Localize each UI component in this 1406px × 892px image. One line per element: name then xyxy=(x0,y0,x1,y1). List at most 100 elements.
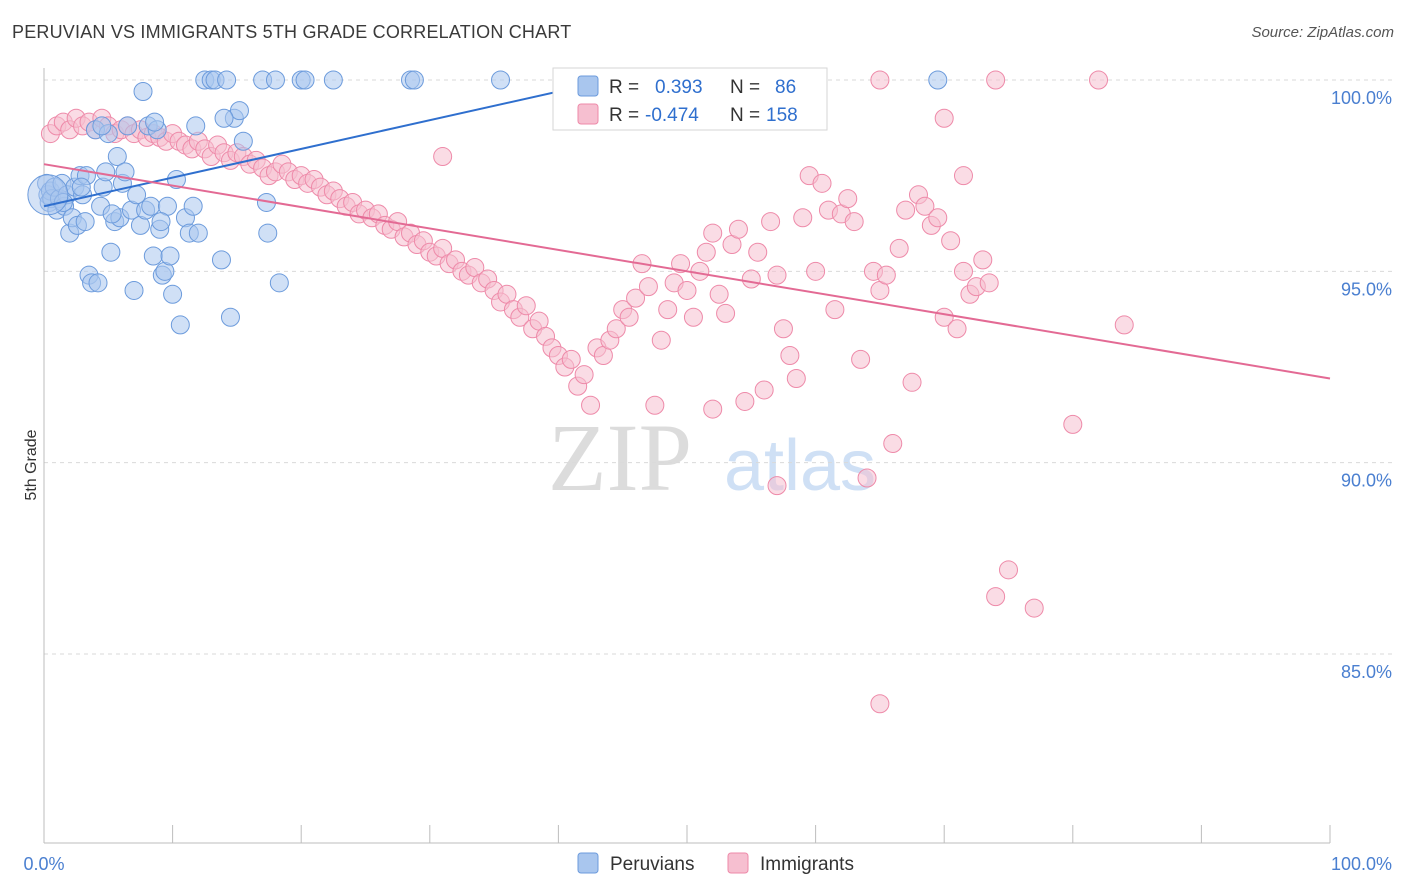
peruvians-point xyxy=(183,196,203,216)
series xyxy=(27,70,1134,714)
peruvians-point xyxy=(151,212,171,232)
peruvians-point xyxy=(88,273,108,293)
immigrants-point xyxy=(728,219,748,239)
peruvians-point xyxy=(217,70,237,90)
legend-bottom: Peruvians Immigrants xyxy=(577,852,854,875)
peruvians-point xyxy=(75,212,95,232)
immigrants-point xyxy=(1063,414,1083,434)
legend-top-box xyxy=(552,67,828,131)
immigrants-point xyxy=(767,476,787,496)
peruvians-point xyxy=(220,307,240,327)
immigrants-point xyxy=(626,288,646,308)
peruvians-point xyxy=(107,147,127,167)
peruvians-point xyxy=(269,273,289,293)
y-axis-title: 5th Grade xyxy=(23,429,40,500)
legend-r-value-1: 0.393 xyxy=(655,77,703,98)
legend-r-label-1: R = xyxy=(609,77,639,98)
peruvians-point xyxy=(928,70,948,90)
immigrants-point xyxy=(876,265,896,285)
immigrants-point xyxy=(851,349,871,369)
immigrants-point xyxy=(671,254,691,274)
immigrants-point xyxy=(793,208,813,228)
immigrants-point xyxy=(735,391,755,411)
peruvians-point xyxy=(124,280,144,300)
immigrants-point xyxy=(999,560,1018,580)
peruvians-point xyxy=(404,70,424,90)
immigrants-point xyxy=(683,307,703,327)
immigrants-trend-line xyxy=(43,163,1331,380)
watermark-zip: ZIP xyxy=(548,404,692,511)
y-tick-label: 85.0% xyxy=(1341,662,1392,682)
peruvians-point xyxy=(141,196,161,216)
legend-bottom-swatch-immigrants xyxy=(727,852,749,874)
immigrants-point xyxy=(986,70,1006,90)
immigrants-point xyxy=(934,108,954,128)
immigrants-point xyxy=(902,372,922,392)
immigrants-point xyxy=(928,208,948,228)
legend-n-value-1: 86 xyxy=(775,77,796,98)
x-tick-label-max: 100.0% xyxy=(1331,854,1392,874)
immigrants-point xyxy=(896,200,916,220)
immigrants-point xyxy=(703,399,723,419)
x-tick-label-min: 0.0% xyxy=(23,854,64,874)
peruvians-point xyxy=(133,81,153,101)
immigrants-point xyxy=(703,223,723,243)
legend-n-value-2: 158 xyxy=(766,105,798,126)
immigrants-point xyxy=(741,269,761,289)
y-tick-label: 100.0% xyxy=(1331,88,1392,108)
immigrants-point xyxy=(690,261,710,281)
peruvians-point xyxy=(258,223,278,243)
immigrants-point xyxy=(780,346,800,366)
immigrants-point xyxy=(645,395,665,415)
immigrants-point xyxy=(825,300,845,320)
peruvians-point xyxy=(229,101,249,121)
source-label: Source: ZipAtlas.com xyxy=(1251,24,1394,41)
immigrants-point xyxy=(696,242,716,262)
immigrants-point xyxy=(658,300,678,320)
immigrants-point xyxy=(915,196,935,216)
immigrants-point xyxy=(889,238,909,258)
immigrants-point xyxy=(767,265,787,285)
immigrants-point xyxy=(857,468,877,488)
immigrants-point xyxy=(754,380,774,400)
trend-lines xyxy=(43,79,1331,380)
peruvians-point xyxy=(295,70,315,90)
immigrants-point xyxy=(953,261,973,281)
legend-r-value-2: -0.474 xyxy=(645,105,699,126)
peruvians-point xyxy=(71,177,91,197)
immigrants-point xyxy=(806,261,826,281)
immigrants-point xyxy=(941,231,961,251)
immigrants-point xyxy=(606,319,626,339)
peruvians-point xyxy=(102,204,122,224)
immigrants-point xyxy=(638,277,658,297)
peruvians-point xyxy=(145,112,165,132)
immigrants-point xyxy=(870,70,890,90)
immigrants-point xyxy=(953,166,973,186)
immigrants-point xyxy=(716,303,736,323)
immigrants-point xyxy=(812,173,832,193)
immigrants-point xyxy=(947,319,967,339)
peruvians-point xyxy=(211,250,231,270)
peruvians-point xyxy=(118,116,138,136)
peruvians-point xyxy=(323,70,343,90)
legend-n-label-2: N = xyxy=(730,105,760,126)
legend-swatch-peruvians xyxy=(577,75,599,97)
immigrants-point xyxy=(516,296,536,316)
axes: 85.0% 90.0% 95.0% 100.0% 0.0% 100.0% xyxy=(23,68,1392,874)
immigrants-point xyxy=(1089,70,1109,90)
immigrants-point xyxy=(986,587,1006,607)
immigrants-point xyxy=(1114,315,1134,335)
immigrants-point xyxy=(561,349,581,369)
legend-bottom-immigrants: Immigrants xyxy=(760,854,854,875)
watermark-atlas: atlas xyxy=(724,426,876,506)
legend-bottom-peruvians: Peruvians xyxy=(610,854,695,875)
immigrants-point xyxy=(973,250,993,270)
peruvians-point xyxy=(491,70,511,90)
legend-bottom-swatch-peruvians xyxy=(577,852,599,874)
immigrants-point xyxy=(786,368,806,388)
peruvians-point xyxy=(101,242,121,262)
immigrants-point xyxy=(761,212,781,232)
immigrants-point xyxy=(838,189,858,209)
legend-swatch-immigrants xyxy=(577,103,599,125)
